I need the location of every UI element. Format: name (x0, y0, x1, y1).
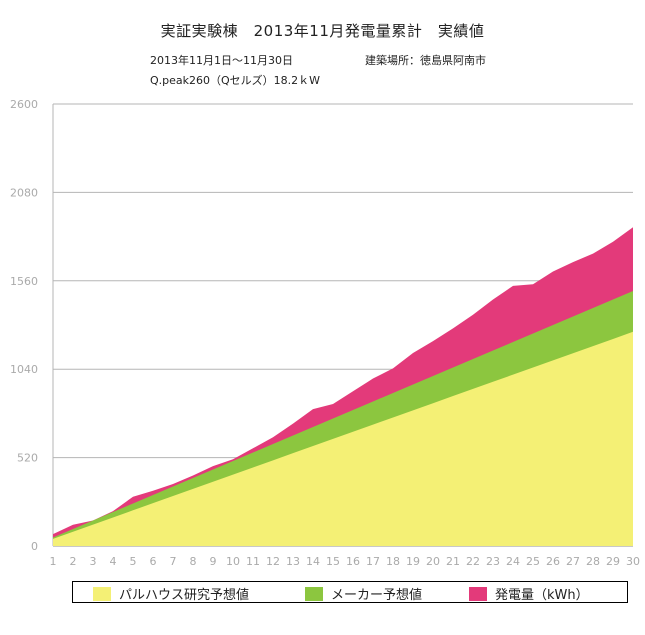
legend-item-actual: 発電量（kWh） (469, 584, 589, 603)
x-tick-label-17: 17 (366, 555, 380, 568)
x-tick-label-3: 3 (90, 555, 97, 568)
legend: パルハウス研究予想値 メーカー予想値 発電量（kWh） (72, 581, 628, 603)
x-tick-label-26: 26 (546, 555, 560, 568)
module-text: Q.peak260（Qセルズ）18.2ｋW (150, 74, 321, 87)
y-tick-label-2600: 2600 (10, 98, 38, 111)
x-tick-label-5: 5 (130, 555, 137, 568)
x-tick-label-13: 13 (286, 555, 300, 568)
x-tick-label-28: 28 (586, 555, 600, 568)
x-tick-label-11: 11 (246, 555, 260, 568)
x-tick-label-6: 6 (150, 555, 157, 568)
x-tick-label-18: 18 (386, 555, 400, 568)
x-tick-label-27: 27 (566, 555, 580, 568)
legend-label-maker: メーカー予想値 (331, 588, 423, 603)
x-tick-label-16: 16 (346, 555, 360, 568)
x-tick-label-23: 23 (486, 555, 500, 568)
period-text: 2013年11月1日〜11月30日 (150, 54, 293, 67)
x-tick-label-9: 9 (210, 555, 217, 568)
y-tick-label-2080: 2080 (10, 186, 38, 199)
legend-swatch-paruhausu (93, 586, 111, 601)
x-tick-label-19: 19 (406, 555, 420, 568)
y-tick-label-0: 0 (31, 540, 38, 553)
legend-swatch-actual (469, 586, 487, 601)
x-tick-label-15: 15 (326, 555, 340, 568)
y-tick-label-1040: 1040 (10, 363, 38, 376)
x-tick-label-10: 10 (226, 555, 240, 568)
x-tick-label-29: 29 (606, 555, 620, 568)
x-tick-label-21: 21 (446, 555, 460, 568)
legend-item-maker: メーカー予想値 (305, 584, 423, 603)
x-tick-label-1: 1 (50, 555, 57, 568)
y-tick-label-1560: 1560 (10, 275, 38, 288)
x-tick-label-4: 4 (110, 555, 117, 568)
x-tick-label-22: 22 (466, 555, 480, 568)
legend-label-paruhausu: パルハウス研究予想値 (119, 588, 250, 603)
location-text: 建築場所：徳島県阿南市 (365, 54, 486, 67)
legend-item-paruhausu: パルハウス研究予想値 (93, 584, 250, 603)
x-tick-label-7: 7 (170, 555, 177, 568)
y-tick-label-520: 520 (17, 452, 38, 465)
chart-title: 実証実験棟 2013年11月発電量累計 実績値 (160, 22, 485, 40)
legend-label-actual: 発電量（kWh） (495, 588, 589, 603)
series-areas (53, 227, 633, 546)
x-tick-label-20: 20 (426, 555, 440, 568)
x-tick-label-25: 25 (526, 555, 540, 568)
x-tick-label-8: 8 (190, 555, 197, 568)
series-area-paruhausu (53, 331, 633, 546)
x-tick-label-2: 2 (70, 555, 77, 568)
x-tick-label-12: 12 (266, 555, 280, 568)
x-tick-label-14: 14 (306, 555, 320, 568)
x-tick-label-30: 30 (626, 555, 640, 568)
legend-swatch-maker (305, 586, 323, 601)
x-tick-label-24: 24 (506, 555, 520, 568)
